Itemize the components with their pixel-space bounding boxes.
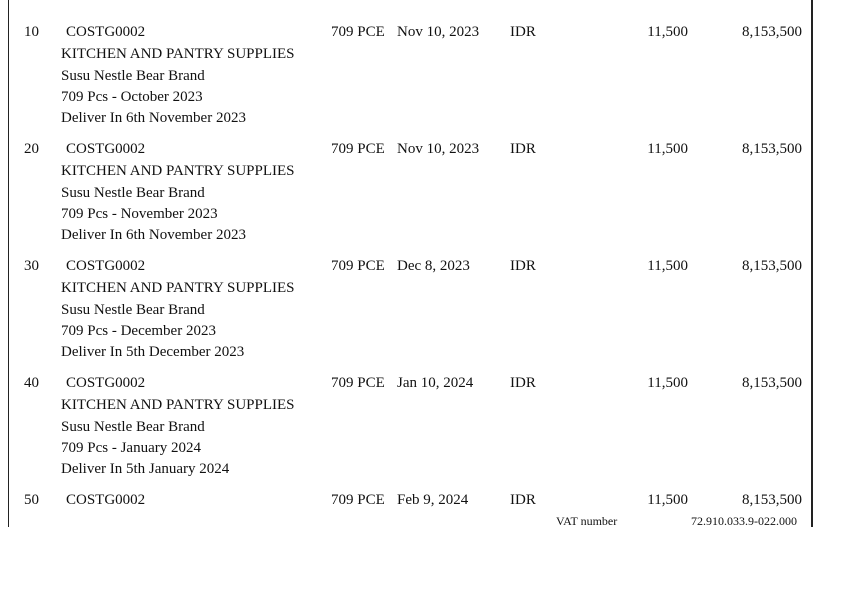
- item-code: COSTG0002: [66, 375, 146, 391]
- unit-price: 11,500: [647, 375, 688, 391]
- item-description-line: 709 Pcs - January 2024: [61, 440, 201, 456]
- line-item-row: 50 COSTG0002 709 PCE Feb 9, 2024 IDR 11,500 8,…: [0, 491, 842, 608]
- vat-number-value: 72.910.033.9-022.000: [691, 514, 797, 528]
- item-code: COSTG0002: [66, 492, 146, 508]
- unit-price: 11,500: [647, 258, 688, 274]
- line-item-row: 20 COSTG0002 709 PCE Nov 10, 2023 IDR 11,500 8…: [0, 140, 842, 257]
- line-amount: 8,153,500: [742, 258, 802, 274]
- item-description-line: 709 Pcs - December 2023: [61, 323, 216, 339]
- line-item-row: 30 COSTG0002 709 PCE Dec 8, 2023 IDR 11,500 8,…: [0, 257, 842, 374]
- currency: IDR: [510, 492, 536, 508]
- item-description-line: Deliver In 6th November 2023: [61, 227, 246, 243]
- item-code: COSTG0002: [66, 258, 146, 274]
- item-description-line: Susu Nestle Bear Brand: [61, 68, 205, 84]
- unit-price: 11,500: [647, 24, 688, 40]
- line-number: 30: [24, 258, 39, 274]
- line-number: 20: [24, 141, 39, 157]
- item-description-line: KITCHEN AND PANTRY SUPPLIES: [61, 46, 295, 62]
- item-description-line: Susu Nestle Bear Brand: [61, 419, 205, 435]
- item-description-line: Deliver In 5th January 2024: [61, 461, 230, 477]
- delivery-date: Dec 8, 2023: [397, 258, 470, 274]
- delivery-date: Jan 10, 2024: [397, 375, 474, 391]
- page-border-left: [8, 0, 9, 527]
- item-description-line: Susu Nestle Bear Brand: [61, 185, 205, 201]
- unit-price: 11,500: [647, 141, 688, 157]
- quantity: 709 PCE: [331, 492, 385, 508]
- delivery-date: Nov 10, 2023: [397, 141, 480, 157]
- line-amount: 8,153,500: [742, 141, 802, 157]
- quantity: 709 PCE: [331, 24, 385, 40]
- currency: IDR: [510, 375, 536, 391]
- item-description-line: KITCHEN AND PANTRY SUPPLIES: [61, 280, 295, 296]
- currency: IDR: [510, 141, 536, 157]
- item-description-line: Susu Nestle Bear Brand: [61, 302, 205, 318]
- delivery-date: Feb 9, 2024: [397, 492, 469, 508]
- line-number: 50: [24, 492, 39, 508]
- line-amount: 8,153,500: [742, 24, 802, 40]
- line-number: 10: [24, 24, 39, 40]
- line-amount: 8,153,500: [742, 492, 802, 508]
- vat-number-label: VAT number: [556, 514, 618, 528]
- quantity: 709 PCE: [331, 258, 385, 274]
- item-description-line: KITCHEN AND PANTRY SUPPLIES: [61, 397, 295, 413]
- currency: IDR: [510, 258, 536, 274]
- page-border-right: [811, 0, 813, 527]
- item-description-line: Deliver In 6th November 2023: [61, 110, 246, 126]
- quantity: 709 PCE: [331, 375, 385, 391]
- item-code: COSTG0002: [66, 141, 146, 157]
- line-item-row: 10 COSTG0002 709 PCE Nov 10, 2023 IDR 11,500 8…: [0, 23, 842, 140]
- item-description-line: 709 Pcs - November 2023: [61, 206, 218, 222]
- delivery-date: Nov 10, 2023: [397, 24, 480, 40]
- item-description-line: KITCHEN AND PANTRY SUPPLIES: [61, 163, 295, 179]
- line-number: 40: [24, 375, 39, 391]
- item-code: COSTG0002: [66, 24, 146, 40]
- quantity: 709 PCE: [331, 141, 385, 157]
- item-description-line: Deliver In 5th December 2023: [61, 344, 245, 360]
- currency: IDR: [510, 24, 536, 40]
- item-description-line: 709 Pcs - October 2023: [61, 89, 203, 105]
- unit-price: 11,500: [647, 492, 688, 508]
- line-amount: 8,153,500: [742, 375, 802, 391]
- line-item-row: 40 COSTG0002 709 PCE Jan 10, 2024 IDR 11,500 8…: [0, 374, 842, 491]
